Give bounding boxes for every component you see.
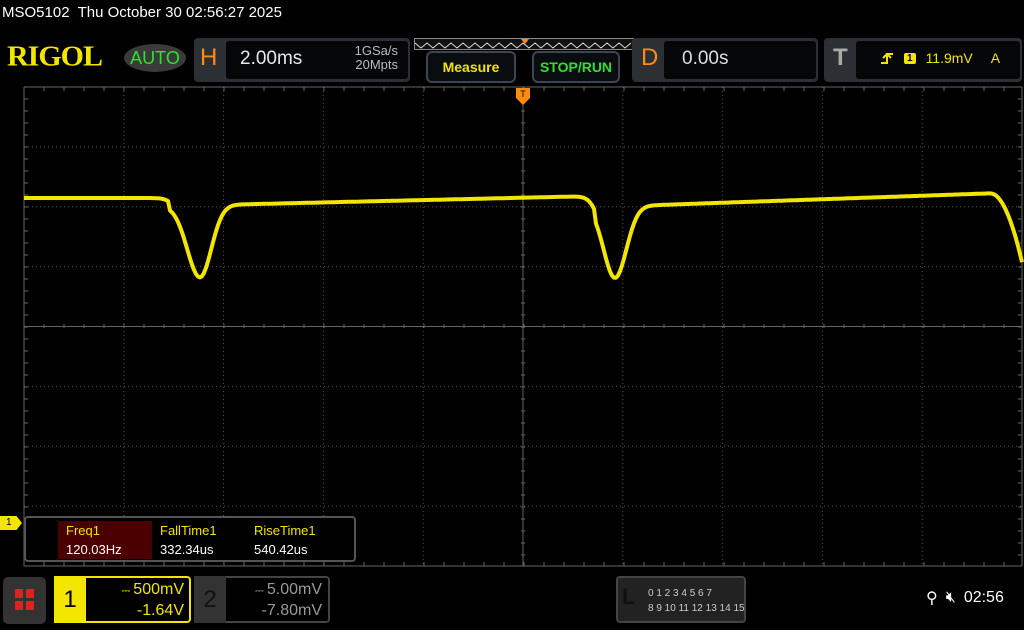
clock-time: 02:56 <box>963 589 1004 606</box>
gridlines <box>23 86 1023 567</box>
datetime: Thu October 30 02:56:27 2025 <box>77 4 282 21</box>
model-name: MSO5102 <box>2 4 70 21</box>
status-bar: ⚲ 🔇︎ 02:56 <box>926 588 1004 608</box>
delay-box <box>664 41 816 79</box>
measurement-freq[interactable]: Freq1 120.03Hz <box>58 521 152 559</box>
rising-edge-icon <box>881 52 893 64</box>
trigger-marker-text: T <box>520 89 526 99</box>
trigger-source: 1 <box>904 52 916 64</box>
measurement-falltime[interactable]: FallTime1 332.34us <box>160 523 217 557</box>
memory-depth: 20Mpts <box>355 57 398 72</box>
measure-button[interactable]: Measure <box>426 51 516 83</box>
dc-coupling-icon: ⎓ <box>121 585 134 597</box>
trigger-settings[interactable]: 1 11.9mV A <box>880 50 1000 66</box>
grid-menu-icon <box>15 589 34 610</box>
main-menu-button[interactable] <box>3 577 46 624</box>
channel-2-label[interactable]: 2 <box>194 576 226 623</box>
timebase-value[interactable]: 2.00ms <box>240 48 303 69</box>
trigger-mode: A <box>990 50 1001 66</box>
channel-1-offset-marker[interactable]: 1 <box>0 516 22 530</box>
waveform-overview[interactable] <box>414 38 634 50</box>
channel-1-trace <box>24 191 1024 280</box>
trigger-label: T <box>833 44 848 71</box>
title-bar: MSO5102 Thu October 30 02:56:27 2025 <box>2 4 282 21</box>
mute-icon[interactable]: 🔇︎ <box>945 589 956 606</box>
horizontal-label: H <box>200 44 218 71</box>
horizontal-box <box>226 41 408 79</box>
sample-rate: 1GSa/s <box>354 43 398 58</box>
measurement-risetime[interactable]: RiseTime1 540.42us <box>254 523 316 557</box>
channel-2-values: ⎓ 5.00mV -7.80mV <box>226 580 322 621</box>
logic-label: L <box>622 584 636 609</box>
trigger-level: 11.9mV <box>925 50 973 66</box>
rigol-logo: RIGOL <box>7 40 103 73</box>
channel-1-scale: 500mV <box>133 581 184 598</box>
channel-2-scale: 5.00mV <box>266 581 322 598</box>
delay-label: D <box>641 44 659 71</box>
measurement-panel[interactable]: Freq1 120.03Hz FallTime1 332.34us RiseTime… <box>24 516 356 562</box>
channel-1-offset: -1.64V <box>136 602 184 619</box>
channel-1-values: ⎓ 500mV -1.64V <box>88 580 184 621</box>
trigger-status-auto: AUTO <box>124 44 186 72</box>
trigger-position-marker: T <box>516 88 530 105</box>
delay-value[interactable]: 0.00s <box>682 48 729 69</box>
dc-coupling-icon: ⎓ <box>255 585 267 597</box>
channel-1-label[interactable]: 1 <box>54 576 86 623</box>
logic-panel[interactable] <box>616 576 746 623</box>
usb-icon[interactable]: ⚲ <box>926 590 938 607</box>
sample-info: 1GSa/s 20Mpts <box>330 44 398 72</box>
stop-run-button[interactable]: STOP/RUN <box>532 51 620 83</box>
trigger-box <box>856 41 1020 79</box>
channel-2-offset: -7.80mV <box>261 602 322 619</box>
